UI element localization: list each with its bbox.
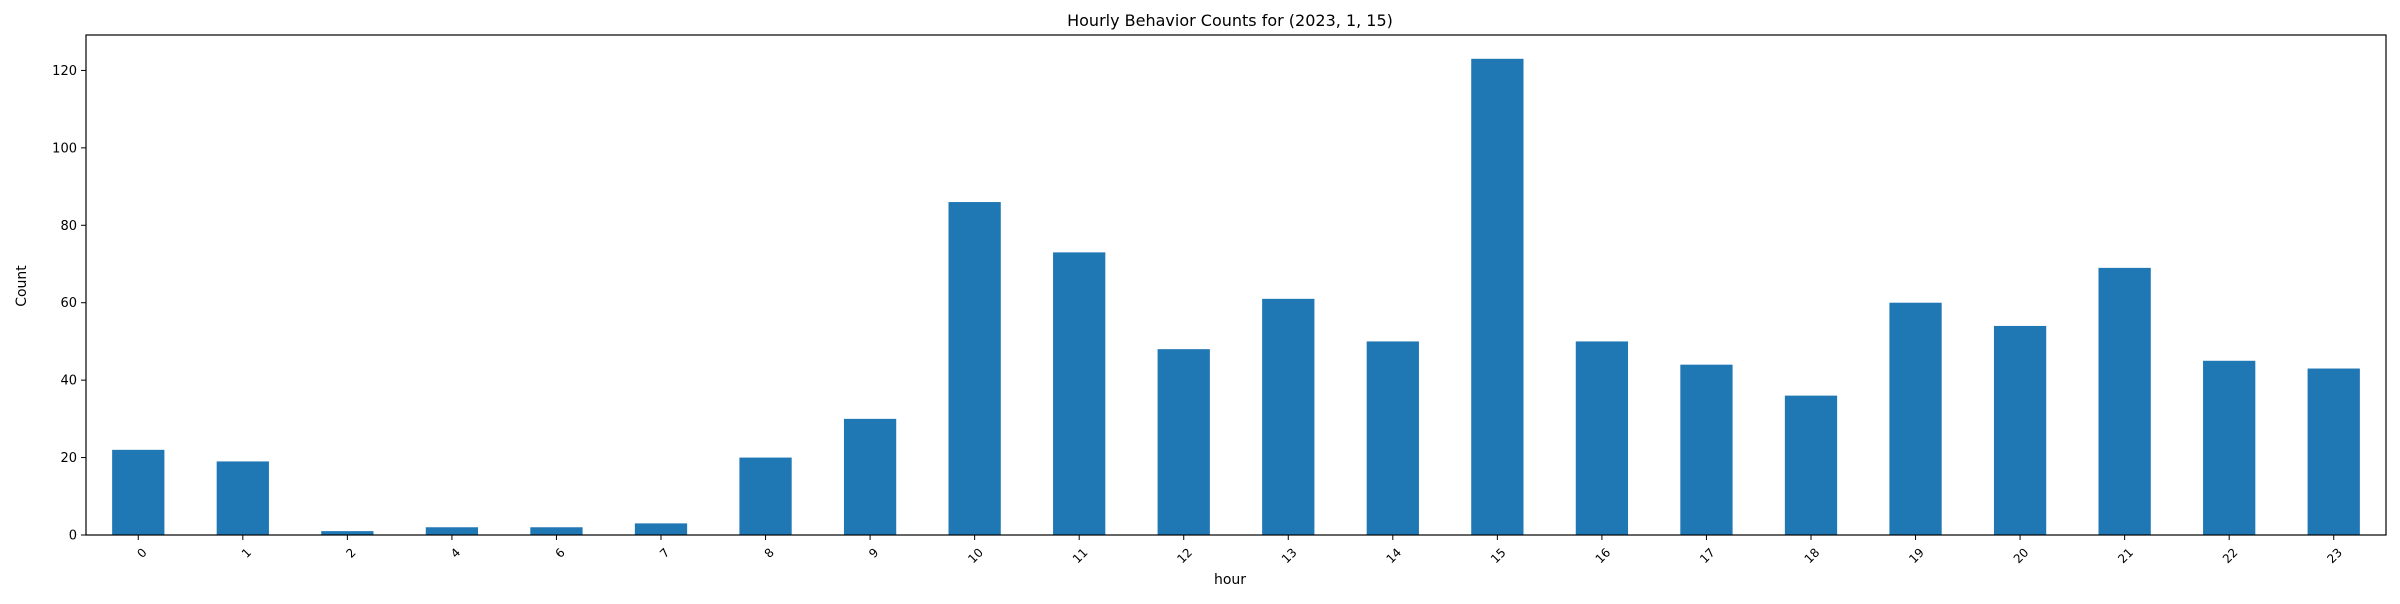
x-tick-label: 1 <box>239 545 254 560</box>
x-tick-label: 17 <box>1697 545 1718 566</box>
x-tick-label: 15 <box>1488 545 1509 566</box>
x-tick-label: 21 <box>2115 545 2136 566</box>
bar-hour-6 <box>530 527 583 535</box>
y-tick-label: 100 <box>52 141 77 156</box>
x-tick-label: 6 <box>552 545 567 560</box>
bar-hour-15 <box>1471 58 1524 536</box>
bar-hour-14 <box>1366 341 1419 535</box>
x-tick-label: 22 <box>2220 545 2241 566</box>
bar-hour-8 <box>739 457 792 535</box>
x-tick-label: 16 <box>1593 545 1614 566</box>
bar-hour-23 <box>2307 368 2360 535</box>
x-tick-label: 14 <box>1383 545 1404 566</box>
bar-hour-11 <box>1053 252 1106 535</box>
x-axis-ticks: 0 1 2 4 6 7 8 9 10 11 12 13 14 15 16 17 18 19 20 21 22 23 <box>134 535 2345 566</box>
bar-hour-12 <box>1157 349 1210 535</box>
y-tick-label: 60 <box>60 296 77 311</box>
x-tick-label: 19 <box>1906 545 1927 566</box>
x-tick-label: 4 <box>448 545 463 560</box>
x-tick-label: 11 <box>1070 545 1091 566</box>
x-tick-label: 18 <box>1802 545 1823 566</box>
x-tick-label: 12 <box>1174 545 1195 566</box>
bar-hour-10 <box>948 202 1001 536</box>
bars-layer <box>112 58 2360 536</box>
bar-hour-4 <box>425 527 479 535</box>
x-tick-label: 20 <box>2011 545 2032 566</box>
bar-hour-13 <box>1262 298 1315 535</box>
bar-hour-9 <box>843 418 897 535</box>
x-tick-label: 8 <box>762 545 777 560</box>
bar-hour-1 <box>216 461 269 535</box>
bar-hour-19 <box>1889 302 1942 535</box>
y-axis-label: Count <box>14 265 30 307</box>
x-tick-label: 10 <box>965 545 986 566</box>
y-axis-ticks: 0 20 40 60 80 100 120 <box>52 64 86 544</box>
x-tick-label: 13 <box>1279 545 1300 566</box>
x-tick-label: 23 <box>2324 545 2345 566</box>
plot-frame <box>85 34 2387 536</box>
bar-hour-17 <box>1680 364 1733 535</box>
chart-title: Hourly Behavior Counts for (2023, 1, 15) <box>1067 11 1393 30</box>
bar-hour-0 <box>112 449 165 535</box>
bar-hour-2 <box>321 531 374 535</box>
y-tick-label: 120 <box>52 64 77 79</box>
bar-hour-21 <box>2098 267 2151 535</box>
y-tick-label: 0 <box>69 529 77 544</box>
y-tick-label: 40 <box>60 374 77 389</box>
bar-hour-18 <box>1784 395 1838 535</box>
x-axis-label: hour <box>1214 572 1246 588</box>
x-tick-label: 7 <box>657 545 672 560</box>
bar-hour-20 <box>1993 325 2047 535</box>
x-tick-label: 9 <box>866 545 881 560</box>
x-tick-label: 2 <box>343 545 358 560</box>
bar-hour-22 <box>2203 360 2256 535</box>
bar-hour-16 <box>1575 341 1629 535</box>
y-tick-label: 20 <box>60 451 77 466</box>
bar-hour-7 <box>634 523 688 535</box>
x-tick-label: 0 <box>134 545 149 560</box>
y-tick-label: 80 <box>60 219 77 234</box>
